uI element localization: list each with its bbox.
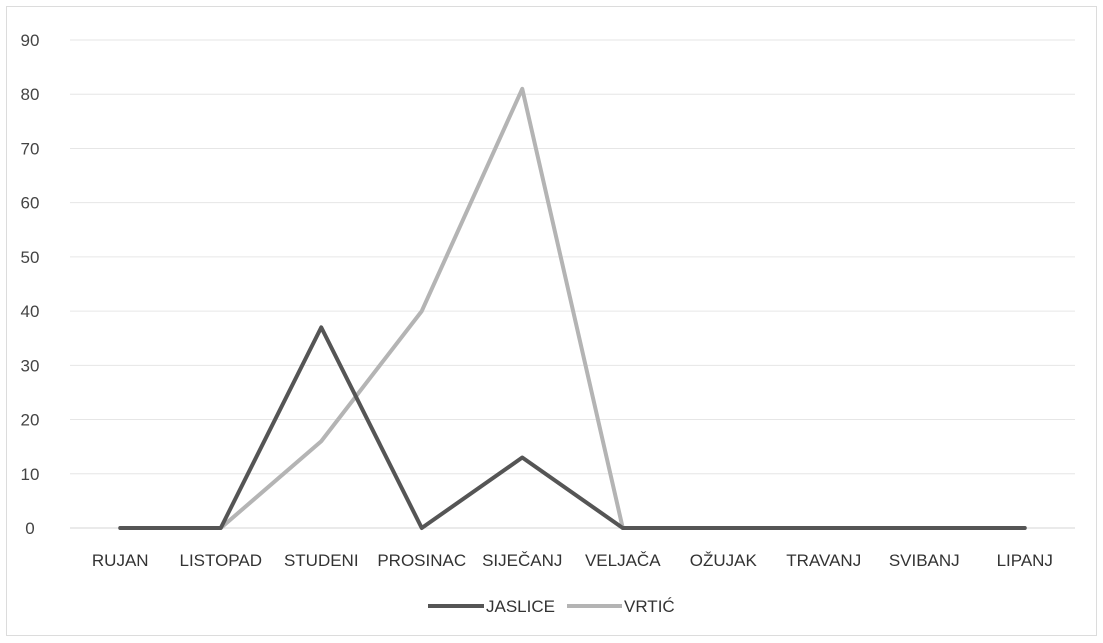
x-tick-label: RUJAN — [92, 551, 149, 570]
x-axis-ticks: RUJAN LISTOPAD STUDENI PROSINAC SIJEČANJ VELJ… — [92, 551, 1053, 570]
y-tick-label: 40 — [21, 302, 40, 321]
series-line-jaslice — [118, 325, 1027, 530]
y-tick-label: 10 — [21, 465, 40, 484]
y-tick-label: 0 — [25, 519, 34, 538]
legend: JASLICE VRTIĆ — [428, 597, 675, 616]
y-axis-ticks: 0 10 20 30 40 50 60 70 80 90 — [21, 31, 40, 538]
x-tick-label: SIJEČANJ — [482, 551, 562, 570]
x-tick-label: LISTOPAD — [179, 551, 262, 570]
chart-frame — [6, 6, 1097, 636]
x-tick-label: PROSINAC — [377, 551, 466, 570]
x-tick-label: STUDENI — [284, 551, 359, 570]
x-tick-label: TRAVANJ — [786, 551, 861, 570]
x-tick-label: LIPANJ — [997, 551, 1053, 570]
y-tick-label: 50 — [21, 248, 40, 267]
gridlines — [70, 39, 1075, 529]
series-lines — [118, 86, 1027, 530]
y-tick-label: 60 — [21, 194, 40, 213]
legend-label: VRTIĆ — [624, 597, 675, 616]
legend-label: JASLICE — [486, 597, 555, 616]
x-tick-label: VELJAČA — [585, 551, 661, 570]
y-tick-label: 90 — [21, 31, 40, 50]
x-tick-label: OŽUJAK — [690, 551, 758, 570]
y-tick-label: 80 — [21, 85, 40, 104]
y-tick-label: 30 — [21, 356, 40, 375]
y-tick-label: 70 — [21, 139, 40, 158]
y-tick-label: 20 — [21, 411, 40, 430]
x-tick-label: SVIBANJ — [889, 551, 960, 570]
